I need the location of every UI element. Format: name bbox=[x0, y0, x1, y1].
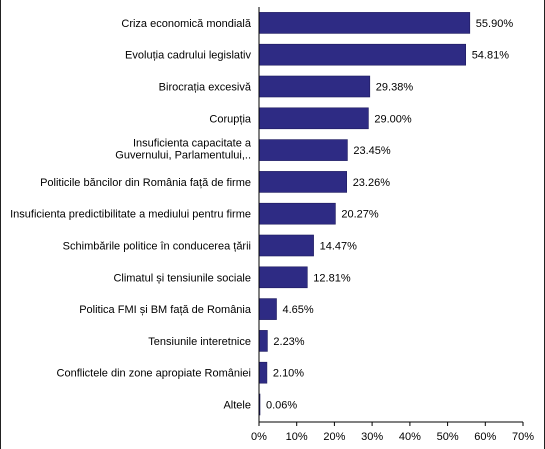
bar-1 bbox=[258, 12, 471, 34]
category-label-5: Insuficienta capacitate a Guvernului, Par… bbox=[115, 138, 252, 162]
category-labels-layer: Criza economică mondială Evoluția cadrulu… bbox=[10, 18, 252, 412]
bar-7 bbox=[258, 202, 336, 225]
x-tick-label-8: 70% bbox=[512, 431, 534, 443]
category-label-1: Criza economică mondială bbox=[121, 18, 251, 30]
x-tick-label-2: 10% bbox=[286, 431, 308, 443]
bar-3 bbox=[258, 75, 371, 98]
value-label-1: 55.90% bbox=[476, 18, 514, 30]
category-label-2: Evoluția cadrului legislativ bbox=[125, 50, 251, 62]
value-label-11: 2.23% bbox=[273, 336, 304, 348]
category-label-10: Politica FMI și BM față de România bbox=[79, 304, 252, 316]
x-tick-label-3: 20% bbox=[323, 431, 345, 443]
category-label-6: Politicile băncilor din România față de … bbox=[40, 177, 251, 189]
category-label-11: Tensiunile interetnice bbox=[148, 336, 251, 348]
x-tick-label-5: 40% bbox=[399, 431, 421, 443]
x-tick-label-6: 50% bbox=[437, 431, 459, 443]
value-label-3: 29.38% bbox=[376, 82, 414, 94]
value-label-10: 4.65% bbox=[283, 304, 314, 316]
category-label-4: Corupția bbox=[209, 113, 251, 125]
value-label-8: 14.47% bbox=[320, 241, 358, 253]
bar-5 bbox=[258, 139, 348, 161]
bar-2 bbox=[258, 43, 466, 66]
value-label-7: 20.27% bbox=[341, 209, 379, 221]
bar-10 bbox=[258, 298, 277, 320]
value-label-2: 54.81% bbox=[472, 50, 510, 62]
value-label-13: 0.06% bbox=[266, 400, 297, 412]
bar-6 bbox=[258, 171, 347, 193]
x-axis: 0% 10% 20% 30% 40% 50% 60% 70% bbox=[251, 7, 534, 443]
value-label-5: 23.45% bbox=[353, 145, 391, 157]
category-label-8: Schimbările politice în conducerea țării bbox=[63, 241, 251, 253]
category-label-12: Conflictele din zone apropiate României bbox=[57, 368, 251, 380]
bar-11 bbox=[258, 330, 268, 352]
value-label-12: 2.10% bbox=[273, 368, 304, 380]
category-label-3: Birocrația excesivă bbox=[159, 82, 252, 94]
x-tick-label-4: 30% bbox=[361, 431, 383, 443]
value-labels-layer: 55.90% 54.81% 29.38% 29.00% 23.45% 23.26% 20.2… bbox=[266, 18, 513, 412]
x-tick-label-1: 0% bbox=[251, 431, 267, 443]
bar-9 bbox=[258, 266, 308, 289]
value-label-4: 29.00% bbox=[374, 113, 412, 125]
bar-12 bbox=[258, 361, 268, 384]
category-label-13: Altele bbox=[223, 400, 251, 412]
value-label-6: 23.26% bbox=[353, 177, 391, 189]
category-label-7: Insuficienta predictibilitate a mediului… bbox=[10, 209, 251, 221]
value-label-9: 12.81% bbox=[313, 272, 351, 284]
x-tick-label-7: 60% bbox=[474, 431, 496, 443]
bar-8 bbox=[258, 234, 314, 257]
bar-4 bbox=[258, 107, 369, 130]
category-label-9: Climatul și tensiunile sociale bbox=[113, 272, 251, 284]
